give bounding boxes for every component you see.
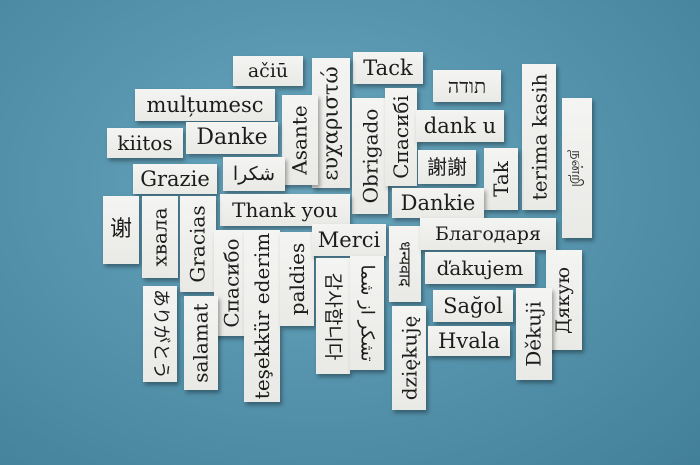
word-dakujem: ďakujem <box>436 256 524 280</box>
word-strip-korean: 감사합니다 <box>316 258 350 374</box>
word-dyakuyu: Дякую <box>552 266 575 334</box>
word-strip-multumesc: mulțumesc <box>135 89 275 121</box>
word-thank-you: Thank you <box>232 198 338 222</box>
word-strip-dziekuje: dziękuję <box>392 306 426 410</box>
word-korean: 감사합니다 <box>322 272 345 360</box>
word-tamil: நன்றி <box>568 149 587 187</box>
word-khvala: хвала <box>148 207 172 267</box>
word-strip-gracias: Gracias <box>180 196 216 292</box>
word-obrigado: Obrigado <box>358 108 383 204</box>
word-strip-thank-you: Thank you <box>220 194 350 226</box>
word-strip-tack: Tack <box>353 52 423 84</box>
word-sagol: Sağol <box>443 293 503 318</box>
word-shukran: شكرا <box>232 162 276 185</box>
word-dankie: Dankie <box>400 190 476 215</box>
word-kiitos: kiitos <box>117 131 173 155</box>
word-blagodarya: Благодаря <box>435 222 541 245</box>
word-dekuji: Děkuji <box>522 301 546 367</box>
word-strip-aciu: ačiū <box>233 56 303 86</box>
word-asante: Asante <box>288 105 313 175</box>
word-strip-terima-kasih: terima kasih <box>522 64 556 210</box>
word-grazie: Grazie <box>140 166 210 191</box>
word-strip-eucharisto: ευχαριστώ <box>312 58 350 188</box>
word-strip-dakujem: ďakujem <box>425 252 535 284</box>
word-strip-tak: Tak <box>484 148 518 210</box>
word-hvala: Hvala <box>438 328 500 353</box>
word-strip-merci: Merci <box>312 224 386 256</box>
word-spasibi: Спасибі <box>389 95 413 179</box>
word-multumesc: mulțumesc <box>146 92 264 117</box>
word-strip-asante: Asante <box>282 95 318 185</box>
word-strip-tesekkur: teşekkür ederim <box>244 230 280 402</box>
word-paldies: paldies <box>285 242 310 316</box>
word-strip-hindi: धन्यवाद <box>389 226 421 302</box>
word-strip-tamil: நன்றி <box>562 98 592 238</box>
word-strip-salamat: salamat <box>184 296 218 390</box>
word-strip-obrigado: Obrigado <box>352 98 388 214</box>
word-strip-hvala: Hvala <box>428 326 510 356</box>
word-tesekkur: teşekkür ederim <box>250 232 274 400</box>
word-strip-dekuji: Děkuji <box>516 288 552 380</box>
word-aciu: ačiū <box>247 59 289 82</box>
word-strip-blagodarya: Благодаря <box>420 218 556 250</box>
word-strip-xie: 谢 <box>103 196 139 264</box>
word-strip-farsi: تشکر از شما <box>350 256 384 370</box>
word-strip-toda: תודה <box>433 70 501 102</box>
word-eucharisto: ευχαριστώ <box>318 65 343 181</box>
word-tack: Tack <box>363 55 413 80</box>
word-strip-khvala: хвала <box>142 196 178 278</box>
word-dziekuje: dziękuję <box>397 315 422 401</box>
word-strip-grazie: Grazie <box>133 164 217 194</box>
word-strip-sagol: Sağol <box>433 290 513 322</box>
word-salamat: salamat <box>189 303 213 383</box>
word-gracias: Gracias <box>186 205 210 283</box>
word-strip-spasibi: Спасибі <box>385 88 417 186</box>
word-danke: Danke <box>196 125 268 150</box>
word-strip-danke: Danke <box>186 122 278 154</box>
word-hindi: धन्यवाद <box>396 241 416 287</box>
word-spasibo: Спасибо <box>220 238 245 328</box>
word-merci: Merci <box>317 227 381 252</box>
word-strip-paldies: paldies <box>280 232 314 326</box>
word-terima-kasih: terima kasih <box>527 73 552 201</box>
word-dank-u: dank u <box>423 113 497 138</box>
word-xie: 谢 <box>109 217 132 242</box>
word-tak: Tak <box>489 161 513 197</box>
word-strip-dyakuyu: Дякую <box>546 250 582 350</box>
word-strip-dankie: Dankie <box>392 188 484 218</box>
word-strip-xiexie: 謝謝 <box>418 150 476 184</box>
word-toda: תודה <box>447 74 487 98</box>
word-arigato: ありがとう <box>150 289 171 379</box>
word-xiexie: 謝謝 <box>427 155 467 179</box>
word-farsi: تشکر از شما <box>357 264 378 362</box>
word-strip-kiitos: kiitos <box>107 128 183 158</box>
word-strip-shukran: شكرا <box>223 157 285 191</box>
word-strip-dank-u: dank u <box>416 110 504 142</box>
word-strip-arigato: ありがとう <box>143 286 177 382</box>
